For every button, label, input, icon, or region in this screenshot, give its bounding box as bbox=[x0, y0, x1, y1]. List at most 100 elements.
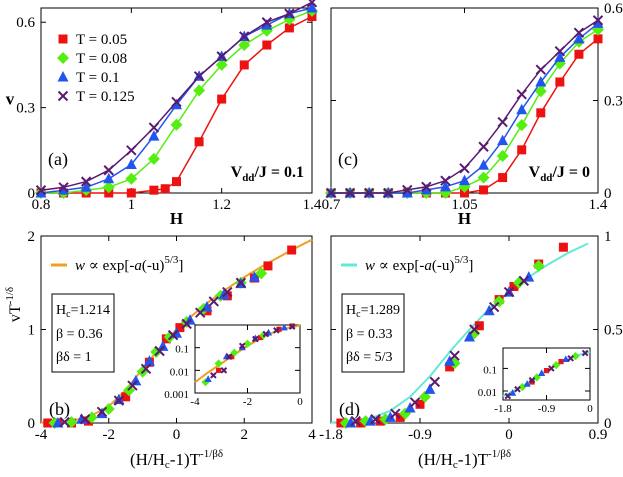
data-point bbox=[497, 134, 509, 146]
data-point bbox=[172, 177, 181, 187]
y-tick-label: 0 bbox=[28, 416, 36, 432]
data-point bbox=[390, 408, 401, 419]
data-point bbox=[532, 259, 545, 272]
data-point bbox=[239, 31, 250, 42]
beta-label: β = 0.36 bbox=[56, 327, 103, 342]
critical-field-label: Hc=1.214 bbox=[56, 303, 110, 320]
data-point bbox=[284, 8, 295, 19]
data-point bbox=[280, 323, 288, 331]
text-span: c bbox=[453, 459, 458, 471]
inset-background bbox=[195, 325, 300, 393]
data-point bbox=[593, 34, 603, 44]
data-point bbox=[402, 184, 413, 196]
text-span: -1/βδ bbox=[488, 448, 511, 460]
data-point bbox=[459, 163, 470, 174]
text-span: /J = 0 bbox=[551, 164, 590, 181]
y-tick-label: 0.6 bbox=[604, 1, 623, 17]
x-tick-label: 0.7 bbox=[322, 197, 341, 213]
text-span: =1.214 bbox=[71, 303, 110, 318]
data-point bbox=[252, 335, 259, 343]
y-tick-label: 0 bbox=[604, 186, 612, 202]
x-tick-label: 1.4 bbox=[589, 197, 608, 213]
data-point bbox=[238, 39, 251, 51]
data-point bbox=[370, 414, 381, 425]
beta-delta-label: βδ = 1 bbox=[56, 350, 92, 365]
data-point bbox=[535, 64, 546, 75]
text-span: -1/δ bbox=[4, 287, 16, 304]
x-tick-label: 0.8 bbox=[32, 197, 51, 213]
data-point bbox=[58, 184, 70, 195]
data-point bbox=[504, 392, 512, 400]
data-point bbox=[160, 184, 170, 194]
panel-label: (b) bbox=[49, 399, 70, 420]
legend: T = 0.05 T = 0.08 T = 0.1 T = 0.125 bbox=[57, 32, 135, 105]
data-point bbox=[469, 324, 480, 335]
legend-label: T = 0.05 bbox=[76, 32, 127, 48]
data-point bbox=[243, 339, 252, 348]
data-point bbox=[262, 40, 272, 50]
y-tick-label: 1 bbox=[604, 229, 612, 245]
data-point bbox=[261, 19, 273, 30]
data-point bbox=[415, 399, 425, 409]
x-tick-label: 1.05 bbox=[451, 197, 477, 213]
text-span: -1)T bbox=[170, 450, 201, 469]
text-span: c bbox=[165, 459, 170, 471]
data-point bbox=[554, 51, 566, 62]
legend-marker bbox=[57, 90, 69, 102]
data-point bbox=[175, 323, 185, 333]
y-tick-label: 0 bbox=[604, 416, 612, 432]
data-point bbox=[514, 385, 521, 393]
data-point bbox=[463, 330, 475, 342]
data-point bbox=[148, 130, 160, 141]
data-point bbox=[215, 58, 228, 71]
data-point bbox=[365, 415, 377, 426]
text-span: dd bbox=[242, 172, 254, 184]
text-span: V bbox=[529, 164, 541, 181]
text-span: 5/3 bbox=[454, 254, 469, 266]
y-tick-label: 0.01 bbox=[170, 366, 189, 378]
beta-label: β = 0.33 bbox=[346, 327, 393, 342]
data-point bbox=[409, 397, 421, 408]
data-point bbox=[125, 172, 138, 185]
data-point bbox=[440, 175, 451, 186]
data-point bbox=[375, 416, 385, 426]
x-tick-label: 0 bbox=[297, 396, 303, 408]
x-tick-label: 1.4 bbox=[303, 197, 322, 213]
data-point bbox=[449, 350, 460, 361]
text-span: c bbox=[356, 309, 361, 320]
x-axis-title: (H/Hc-1)T-1/βδ bbox=[418, 448, 511, 471]
data-point bbox=[181, 318, 192, 330]
x-axis-title: (H/Hc-1)T-1/βδ bbox=[130, 448, 223, 471]
text-span: 5/3 bbox=[164, 254, 179, 266]
data-point bbox=[356, 418, 366, 428]
text-span: -1)T bbox=[458, 450, 489, 469]
data-point bbox=[80, 176, 92, 187]
critical-field-label: Hc=1.289 bbox=[346, 303, 400, 320]
x-tick-label: 0 bbox=[587, 403, 593, 415]
data-point bbox=[421, 181, 432, 193]
data-point bbox=[126, 188, 136, 198]
data-point bbox=[154, 345, 165, 357]
data-point bbox=[574, 49, 584, 59]
data-point bbox=[523, 380, 531, 387]
data-point bbox=[147, 152, 160, 165]
data-point bbox=[288, 323, 296, 330]
x-tick-label: -0.9 bbox=[408, 427, 432, 443]
y-tick-label: 0.1 bbox=[483, 364, 497, 376]
data-point bbox=[543, 367, 550, 374]
data-point bbox=[325, 187, 337, 199]
data-point bbox=[404, 402, 416, 413]
x-tick-label: -0.9 bbox=[538, 403, 556, 415]
data-point bbox=[445, 362, 455, 372]
text-span: V bbox=[231, 164, 243, 181]
text-span: ] bbox=[178, 258, 183, 274]
y-tick-label: 0.3 bbox=[604, 94, 623, 110]
data-point bbox=[216, 51, 227, 62]
data-point bbox=[43, 418, 53, 428]
data-point bbox=[503, 286, 515, 298]
text-span: w bbox=[75, 258, 85, 274]
data-point bbox=[103, 165, 114, 176]
data-point bbox=[532, 373, 541, 382]
data-point bbox=[193, 84, 206, 97]
